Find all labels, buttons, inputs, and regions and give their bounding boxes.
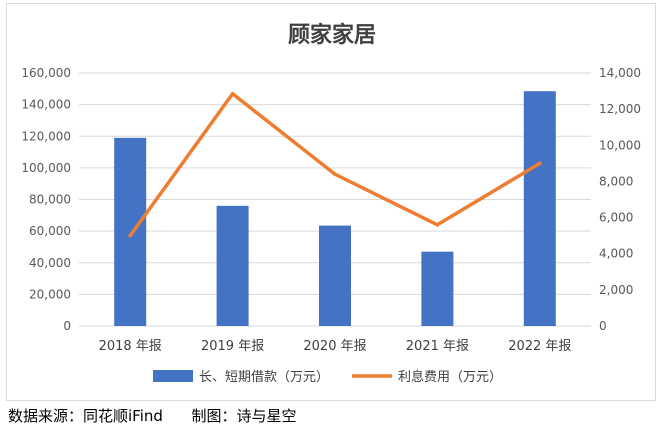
x-tick-label: 2020 年报 bbox=[303, 339, 366, 354]
y-right-tick-label: 0 bbox=[599, 319, 607, 333]
y-right-tick-label: 6,000 bbox=[599, 211, 633, 225]
y-right-tick-label: 14,000 bbox=[599, 66, 641, 80]
legend-bar-label: 长、短期借款（万元） bbox=[199, 370, 329, 385]
footer-line: 数据来源：同花顺iFind 制图：诗与星空 bbox=[8, 405, 297, 426]
interest-line bbox=[128, 92, 542, 238]
y-left-tick-label: 20,000 bbox=[29, 287, 71, 301]
legend-bar-swatch bbox=[153, 370, 193, 382]
y-left-tick-label: 40,000 bbox=[29, 256, 71, 270]
author-text: 制图：诗与星空 bbox=[191, 407, 297, 425]
combo-chart: 顾家家居 0 20,000 40,000 60,000 80,000 100,000 120,… bbox=[21, 22, 641, 385]
line-point-5 bbox=[538, 161, 542, 166]
x-tick-label: 2021 年报 bbox=[406, 339, 469, 354]
y-right-tick-label: 4,000 bbox=[599, 247, 633, 261]
x-tick-label: 2022 年报 bbox=[508, 339, 571, 354]
line-point-2 bbox=[230, 91, 235, 96]
bar-1 bbox=[114, 137, 147, 326]
y-left-tick-label: 140,000 bbox=[21, 98, 71, 112]
y-right-tick-label: 8,000 bbox=[599, 174, 633, 188]
bar-5 bbox=[523, 91, 556, 326]
y-left-tick-label: 0 bbox=[63, 319, 71, 333]
line-point-4 bbox=[435, 223, 440, 227]
y-right-tick-label: 12,000 bbox=[599, 102, 641, 116]
bar-3 bbox=[319, 225, 351, 326]
y-left-tick-label: 160,000 bbox=[21, 66, 71, 80]
y-right-tick-label: 10,000 bbox=[599, 138, 641, 152]
chart-title: 顾家家居 bbox=[288, 22, 376, 48]
legend-line-label: 利息费用（万元） bbox=[398, 369, 502, 385]
line-point-3 bbox=[333, 172, 337, 176]
line-point-1 bbox=[128, 233, 132, 238]
source-text: 数据来源：同花顺iFind bbox=[8, 407, 163, 425]
y-right-tick-label: 2,000 bbox=[599, 283, 633, 297]
chart-frame: 顾家家居 0 20,000 40,000 60,000 80,000 100,000 120,… bbox=[6, 3, 656, 401]
y-left-tick-label: 100,000 bbox=[21, 161, 71, 175]
x-tick-label: 2019 年报 bbox=[201, 339, 264, 354]
bar-4 bbox=[421, 251, 454, 326]
y-left-tick-label: 80,000 bbox=[29, 193, 71, 207]
y-left-tick-label: 120,000 bbox=[21, 129, 71, 143]
bar-2 bbox=[216, 205, 249, 326]
x-tick-label: 2018 年报 bbox=[99, 339, 162, 354]
y-left-tick-label: 60,000 bbox=[29, 224, 71, 238]
